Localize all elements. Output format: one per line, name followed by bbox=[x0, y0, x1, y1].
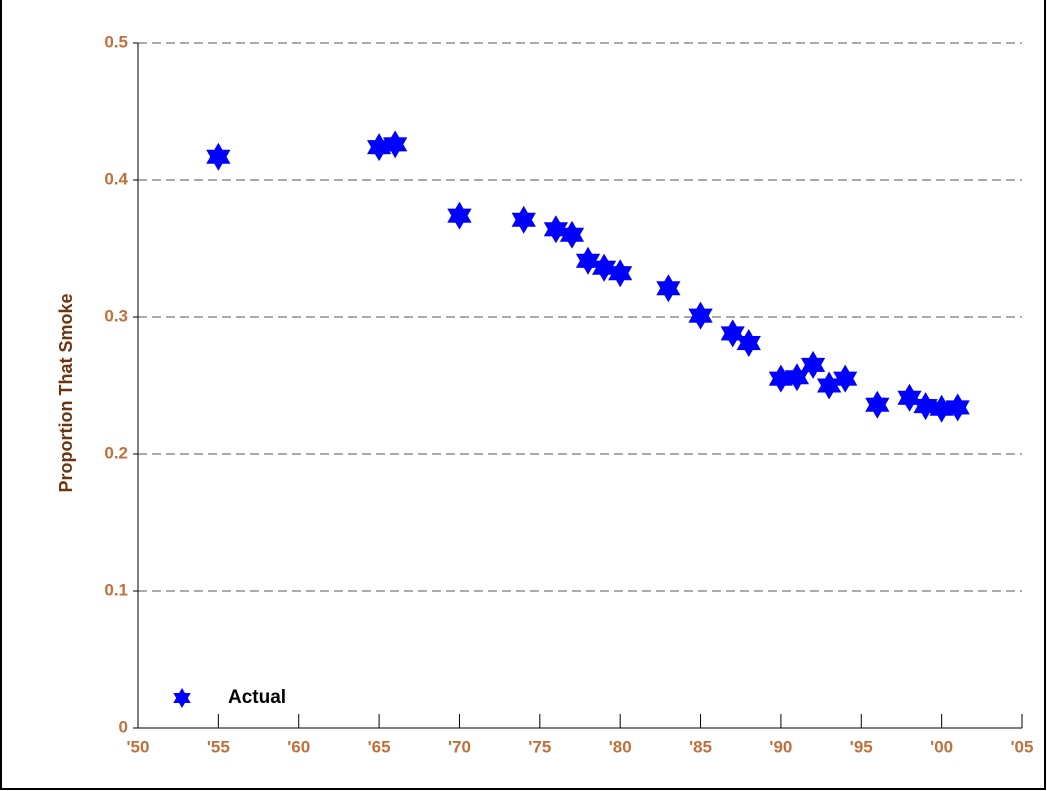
x-tick-label: '00 bbox=[930, 737, 953, 756]
y-tick-label: 0.4 bbox=[104, 169, 128, 188]
y-tick-label: 0.3 bbox=[104, 306, 128, 325]
point bbox=[206, 142, 231, 171]
point bbox=[720, 319, 745, 348]
x-tick-label: '55 bbox=[207, 737, 230, 756]
y-tick-label: 0.5 bbox=[104, 32, 128, 51]
point bbox=[559, 220, 585, 249]
point bbox=[945, 393, 970, 422]
x-tick-label: '70 bbox=[448, 737, 471, 756]
point bbox=[865, 390, 890, 419]
point bbox=[688, 301, 713, 330]
x-tick-label: '65 bbox=[368, 737, 391, 756]
point bbox=[897, 383, 922, 412]
point bbox=[833, 364, 858, 393]
point bbox=[817, 371, 842, 400]
y-tick-label: 0.2 bbox=[104, 443, 128, 462]
point bbox=[511, 205, 536, 234]
x-tick-label: '60 bbox=[287, 737, 310, 756]
y-tick-label: 0 bbox=[119, 717, 128, 736]
x-tick-label: '90 bbox=[769, 737, 792, 756]
x-tick-label: '05 bbox=[1011, 737, 1034, 756]
x-tick-label: '80 bbox=[609, 737, 632, 756]
point bbox=[447, 201, 472, 230]
legend-label: Actual bbox=[228, 687, 286, 708]
point bbox=[800, 350, 826, 379]
x-tick-label: '85 bbox=[689, 737, 712, 756]
point bbox=[736, 329, 761, 357]
point bbox=[383, 130, 408, 159]
y-tick-label: 0.1 bbox=[104, 580, 128, 599]
x-tick-label: '95 bbox=[850, 737, 873, 756]
legend-marker bbox=[173, 688, 191, 708]
y-axis-label: Proportion That Smoke bbox=[56, 293, 76, 492]
x-tick-label: '50 bbox=[127, 737, 150, 756]
point bbox=[592, 253, 617, 282]
x-tick-label: '75 bbox=[528, 737, 551, 756]
point bbox=[656, 274, 681, 303]
point bbox=[608, 259, 633, 288]
point bbox=[543, 215, 568, 244]
point bbox=[575, 246, 601, 275]
